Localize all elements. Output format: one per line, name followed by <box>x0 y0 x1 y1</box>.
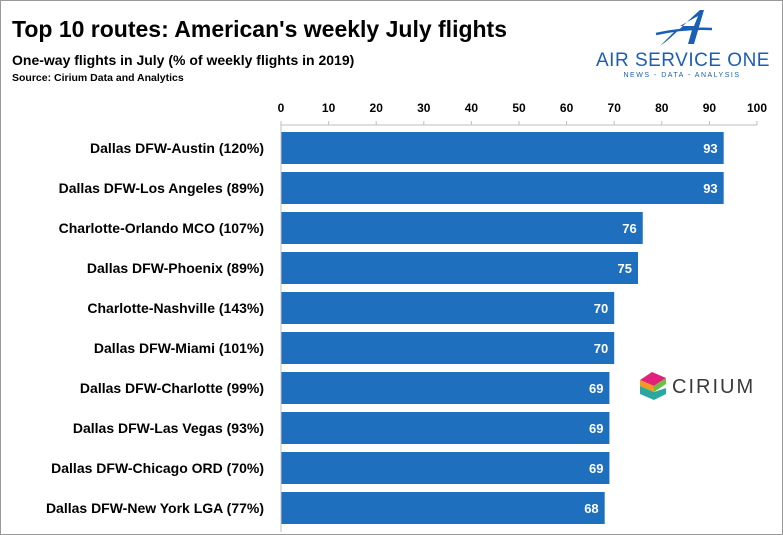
bar-value-label: 68 <box>584 501 598 516</box>
bar <box>281 452 610 484</box>
logo-name: AIR SERVICE ONE <box>596 50 770 71</box>
category-label: Dallas DFW-New York LGA (77%) <box>46 500 264 516</box>
stylized-a-icon <box>655 10 713 46</box>
bar-value-label: 93 <box>703 181 717 196</box>
x-tick-label: 10 <box>322 101 336 115</box>
bar <box>281 212 643 244</box>
air-service-one-logo: AIR SERVICE ONE NEWS - DATA - ANALYSIS <box>596 8 770 82</box>
cirium-logo: CIRIUM <box>638 366 758 408</box>
x-tick-label: 30 <box>417 101 431 115</box>
bar-value-label: 75 <box>618 261 632 276</box>
x-tick-label: 50 <box>512 101 526 115</box>
category-label: Dallas DFW-Phoenix (89%) <box>87 260 264 276</box>
x-tick-label: 90 <box>703 101 717 115</box>
bar-value-label: 76 <box>622 221 636 236</box>
bar <box>281 412 610 444</box>
x-tick-label: 60 <box>560 101 574 115</box>
category-label: Dallas DFW-Las Vegas (93%) <box>73 420 264 436</box>
bar <box>281 252 638 284</box>
category-label: Dallas DFW-Los Angeles (89%) <box>59 180 264 196</box>
category-label: Dallas DFW-Chicago ORD (70%) <box>51 460 264 476</box>
x-tick-label: 70 <box>608 101 622 115</box>
category-label: Dallas DFW-Miami (101%) <box>94 340 264 356</box>
bar <box>281 372 610 404</box>
x-tick-label: 20 <box>370 101 384 115</box>
category-label: Charlotte-Orlando MCO (107%) <box>59 220 264 236</box>
bar-value-label: 70 <box>594 341 608 356</box>
category-label: Charlotte-Nashville (143%) <box>87 300 264 316</box>
bar <box>281 132 724 164</box>
chart-subtitle: One-way flights in July (% of weekly fli… <box>12 52 355 68</box>
category-label: Dallas DFW-Charlotte (99%) <box>80 380 264 396</box>
bar <box>281 172 724 204</box>
source-note: Source: Cirium Data and Analytics <box>12 72 184 84</box>
bar <box>281 332 615 364</box>
bar <box>281 492 605 524</box>
chart-title: Top 10 routes: American's weekly July fl… <box>12 16 508 42</box>
logo-tagline: NEWS - DATA - ANALYSIS <box>623 72 741 79</box>
category-label: Dallas DFW-Austin (120%) <box>90 140 264 156</box>
bar-value-label: 70 <box>594 301 608 316</box>
bar <box>281 292 615 324</box>
x-tick-label: 40 <box>465 101 479 115</box>
bar-value-label: 69 <box>589 421 603 436</box>
bar-value-label: 69 <box>589 461 603 476</box>
cirium-chevron-icon <box>640 372 666 400</box>
x-tick-label: 80 <box>655 101 669 115</box>
x-tick-label: 100 <box>747 101 767 115</box>
x-tick-label: 0 <box>278 101 285 115</box>
cirium-wordmark: CIRIUM <box>672 376 756 398</box>
bar-value-label: 93 <box>703 141 717 156</box>
bar-value-label: 69 <box>589 381 603 396</box>
